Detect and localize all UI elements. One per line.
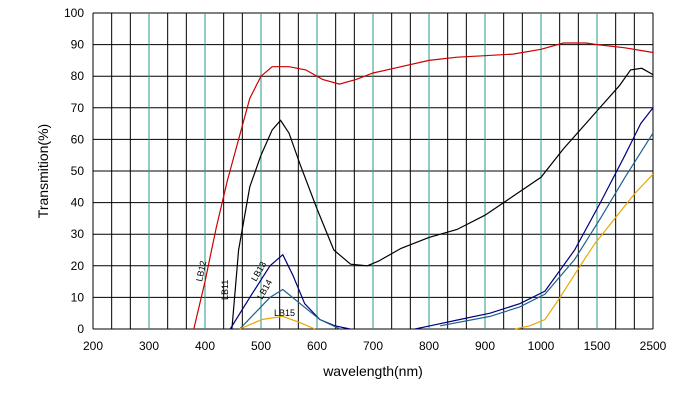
series-line xyxy=(239,173,654,330)
x-tick-label: 1500 xyxy=(584,339,611,353)
x-tick-label: 700 xyxy=(363,339,383,353)
y-tick-label: 10 xyxy=(71,290,85,304)
x-tick-label: 2500 xyxy=(640,339,667,353)
y-tick-label: 60 xyxy=(71,132,85,146)
x-tick-label: 500 xyxy=(251,339,271,353)
x-tick-label: 200 xyxy=(83,339,103,353)
y-tick-label: 30 xyxy=(71,227,85,241)
y-tick-label: 90 xyxy=(71,38,85,52)
series-label: LB11 xyxy=(220,280,230,300)
x-tick-label: 300 xyxy=(139,339,159,353)
series-label: LB12 xyxy=(194,260,208,283)
series-line xyxy=(231,67,654,330)
x-tick-label: 900 xyxy=(475,339,495,353)
x-axis-label: wavelength(nm) xyxy=(322,363,423,379)
y-axis-label: Transmition(%) xyxy=(35,124,51,218)
y-tick-label: 40 xyxy=(71,196,85,210)
x-tick-label: 400 xyxy=(195,339,215,353)
y-tick-label: 20 xyxy=(71,259,85,273)
x-tick-label: 1000 xyxy=(528,339,555,353)
x-tick-label: 800 xyxy=(419,339,439,353)
series-line xyxy=(239,132,654,330)
series-label: LB15 xyxy=(274,308,295,318)
series-line xyxy=(229,107,654,330)
x-tick-label: 600 xyxy=(307,339,327,353)
y-tick-label: 70 xyxy=(71,101,85,115)
y-tick-label: 100 xyxy=(64,6,84,20)
y-tick-label: 50 xyxy=(71,164,85,178)
y-tick-label: 80 xyxy=(71,69,85,83)
y-tick-label: 0 xyxy=(77,322,84,336)
series-line xyxy=(193,42,654,330)
